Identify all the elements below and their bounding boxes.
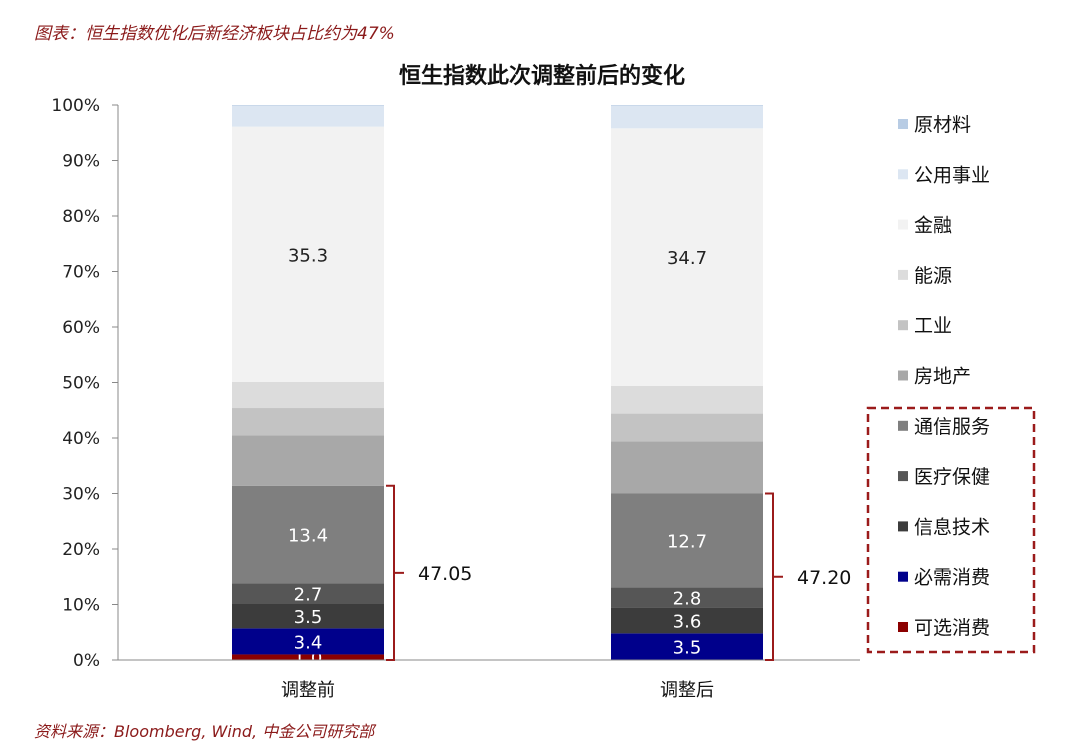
- legend-item: 通信服务: [898, 416, 990, 438]
- y-tick-label: 80%: [62, 207, 100, 227]
- data-label: 13.4: [288, 526, 328, 547]
- bar-segment: [611, 105, 763, 106]
- bar-segment: [611, 607, 763, 634]
- x-tick-label: 调整前: [281, 680, 335, 701]
- chart-title: 恒生指数此次调整前后的变化: [399, 63, 685, 89]
- bar-segment: [232, 654, 384, 660]
- legend-swatch: [898, 521, 908, 532]
- legend-item: 可选消费: [898, 617, 990, 639]
- legend-label: 可选消费: [914, 617, 990, 639]
- legend-label: 必需消费: [914, 567, 990, 589]
- bar-segment: [611, 587, 763, 608]
- bar-segment: [611, 493, 763, 588]
- legend-label: 能源: [914, 265, 952, 287]
- total-bracket: 47.05: [386, 484, 472, 661]
- legend-item: 房地产: [898, 366, 971, 388]
- bar-segment: [232, 485, 384, 584]
- x-tick-label: 调整后: [660, 680, 714, 701]
- legend-item: 医疗保健: [898, 466, 990, 488]
- bar-segment: [611, 105, 763, 129]
- data-label: 3.5: [294, 607, 323, 628]
- data-label: 3.4: [294, 632, 323, 653]
- legend-item: 公用事业: [898, 164, 990, 186]
- legend-swatch: [898, 420, 908, 431]
- legend-item: 工业: [898, 315, 952, 337]
- y-tick-label: 40%: [62, 429, 100, 449]
- legend-swatch: [898, 370, 908, 381]
- legend-item: 金融: [898, 215, 952, 237]
- legend-label: 通信服务: [914, 416, 990, 438]
- legend-label: 金融: [914, 215, 952, 237]
- y-tick-label: 90%: [62, 152, 100, 172]
- data-label: 12.7: [667, 531, 707, 552]
- y-tick-label: 10%: [62, 596, 100, 616]
- source-note: 资料来源：Bloomberg, Wind, 中金公司研究部: [34, 722, 375, 741]
- legend-swatch: [898, 571, 908, 582]
- y-tick-label: 70%: [62, 263, 100, 283]
- legend-label: 工业: [914, 315, 952, 337]
- legend-item: 必需消费: [898, 567, 990, 589]
- data-label: 2.7: [294, 584, 323, 605]
- legend-swatch: [898, 622, 908, 632]
- brackets: 47.05 47.20: [386, 484, 851, 661]
- total-label: 47.20: [797, 567, 851, 589]
- bar-segment: [232, 583, 384, 604]
- data-label: 2.8: [673, 588, 702, 609]
- y-tick-label: 100%: [51, 96, 100, 116]
- legend-item: 能源: [898, 265, 952, 287]
- data-label: 3.6: [673, 611, 702, 632]
- legend-label: 信息技术: [914, 516, 990, 538]
- total-label: 47.05: [418, 563, 472, 585]
- legend-item: 信息技术: [898, 516, 990, 538]
- y-axis: 0% 10% 20% 30% 40% 50% 60% 70% 80% 90% 100%: [51, 96, 119, 671]
- legend-swatch: [898, 471, 908, 482]
- bar-stack-1: 1.03.43.52.713.435.3: [232, 105, 384, 669]
- data-label: 3.5: [673, 638, 702, 659]
- y-tick-label: 20%: [62, 540, 100, 560]
- x-axis: 调整前 调整后: [118, 659, 860, 701]
- y-tick-label: 30%: [62, 485, 100, 505]
- bar-stack-2: 3.5 3.62.8 12.7 34.7: [611, 105, 763, 660]
- total-bracket: 47.20: [765, 492, 851, 661]
- bar-segment: [611, 385, 763, 414]
- bar-segment: [611, 413, 763, 442]
- bar-segment: [232, 628, 384, 655]
- bar-segment: [232, 435, 384, 486]
- figure-caption: 图表：恒生指数优化后新经济板块占比约为47%: [34, 24, 395, 44]
- legend-highlight-box: [866, 406, 1036, 654]
- legend-swatch: [898, 269, 908, 280]
- legend-swatch: [898, 320, 908, 331]
- legend-label: 公用事业: [914, 164, 990, 186]
- legend-label: 房地产: [914, 366, 971, 388]
- legend-item: 原材料: [898, 114, 971, 136]
- bar-segment: [232, 105, 384, 106]
- data-label: 34.7: [667, 248, 707, 269]
- bar-segment: [611, 128, 763, 386]
- legend-swatch: [898, 219, 908, 230]
- legend-swatch: [898, 119, 908, 129]
- bar-segment: [232, 603, 384, 629]
- bar-segment: [232, 126, 384, 382]
- data-label: 35.3: [288, 245, 328, 266]
- y-tick-label: 0%: [73, 651, 100, 671]
- bar-segment: [232, 408, 384, 436]
- legend-label: 医疗保健: [914, 466, 990, 488]
- bar-segment: [232, 381, 384, 409]
- bar-segment: [611, 441, 763, 494]
- legend-label: 原材料: [914, 114, 971, 136]
- y-tick-label: 50%: [62, 374, 100, 394]
- y-tick-label: 60%: [62, 318, 100, 338]
- bar-segment: [611, 633, 763, 660]
- bars: 1.03.43.52.713.435.33.53.62.812.734.7: [232, 105, 763, 669]
- legend-swatch: [898, 169, 908, 180]
- bar-segment: [232, 105, 384, 127]
